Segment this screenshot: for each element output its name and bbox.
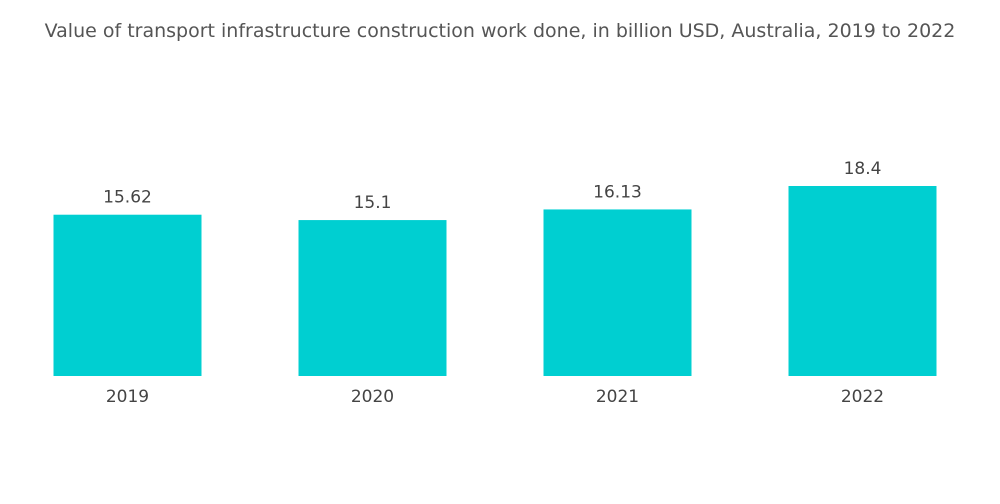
x-tick-label: 2021: [596, 387, 639, 407]
bar: [298, 220, 447, 376]
bar: [788, 186, 937, 376]
chart-title: Value of transport infrastructure constr…: [44, 20, 956, 42]
bar: [53, 214, 202, 376]
data-label: 16.13: [593, 182, 642, 202]
x-tick-label: 2019: [106, 387, 149, 407]
x-tick-label: 2022: [841, 387, 884, 407]
x-tick-label: 2020: [351, 387, 394, 407]
data-label: 15.62: [103, 188, 152, 208]
data-label: 18.4: [844, 159, 882, 179]
data-label: 15.1: [354, 193, 392, 213]
bar: [543, 209, 692, 376]
